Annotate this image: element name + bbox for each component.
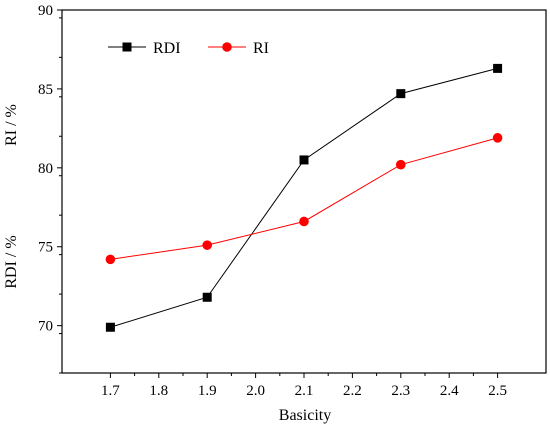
x-tick-label: 2.5	[488, 383, 507, 399]
legend-marker-ri	[222, 42, 232, 52]
y-tick-label: 85	[38, 82, 53, 98]
x-tick-label: 2.1	[295, 383, 314, 399]
x-tick-label: 2.0	[246, 383, 265, 399]
x-tick-label: 1.9	[198, 383, 217, 399]
data-point-rdi	[105, 322, 115, 332]
y-axis: 70 75 80 85 90	[38, 3, 62, 374]
series-line-rdi	[110, 67, 498, 328]
legend-marker-rdi	[122, 42, 132, 52]
data-point-ri	[202, 240, 212, 250]
data-point-rdi	[299, 155, 309, 165]
data-point-rdi	[396, 89, 406, 99]
y-tick-label: 90	[38, 3, 53, 19]
x-axis-title: Basicity	[279, 407, 331, 424]
x-axis: 1.7 1.8 1.9 2.0 2.1 2.2 2.3 2.4 2.5	[101, 373, 507, 399]
legend-label-rdi: RDI	[153, 40, 181, 57]
y-tick-label: 70	[38, 319, 53, 335]
y-axis-title-lower: RDI / %	[3, 235, 20, 288]
series-layer	[105, 63, 503, 332]
data-point-rdi	[493, 63, 503, 73]
y-tick-label: 75	[38, 240, 53, 256]
plot-frame	[61, 9, 547, 374]
y-axis-title-upper: RI / %	[3, 104, 20, 146]
x-tick-label: 2.3	[391, 383, 410, 399]
x-tick-label: 2.2	[343, 383, 362, 399]
x-tick-label: 2.4	[440, 383, 459, 399]
x-tick-label: 1.8	[149, 383, 168, 399]
plot-border	[61, 9, 547, 374]
y-tick-label: 80	[38, 161, 53, 177]
legend-label-ri: RI	[253, 40, 269, 57]
data-point-ri	[105, 254, 116, 265]
data-point-ri	[299, 216, 309, 227]
legend: RDI RI	[108, 40, 269, 57]
x-tick-label: 1.7	[101, 383, 120, 399]
data-point-ri	[396, 159, 406, 170]
data-point-ri	[492, 133, 503, 143]
data-point-rdi	[202, 292, 212, 302]
